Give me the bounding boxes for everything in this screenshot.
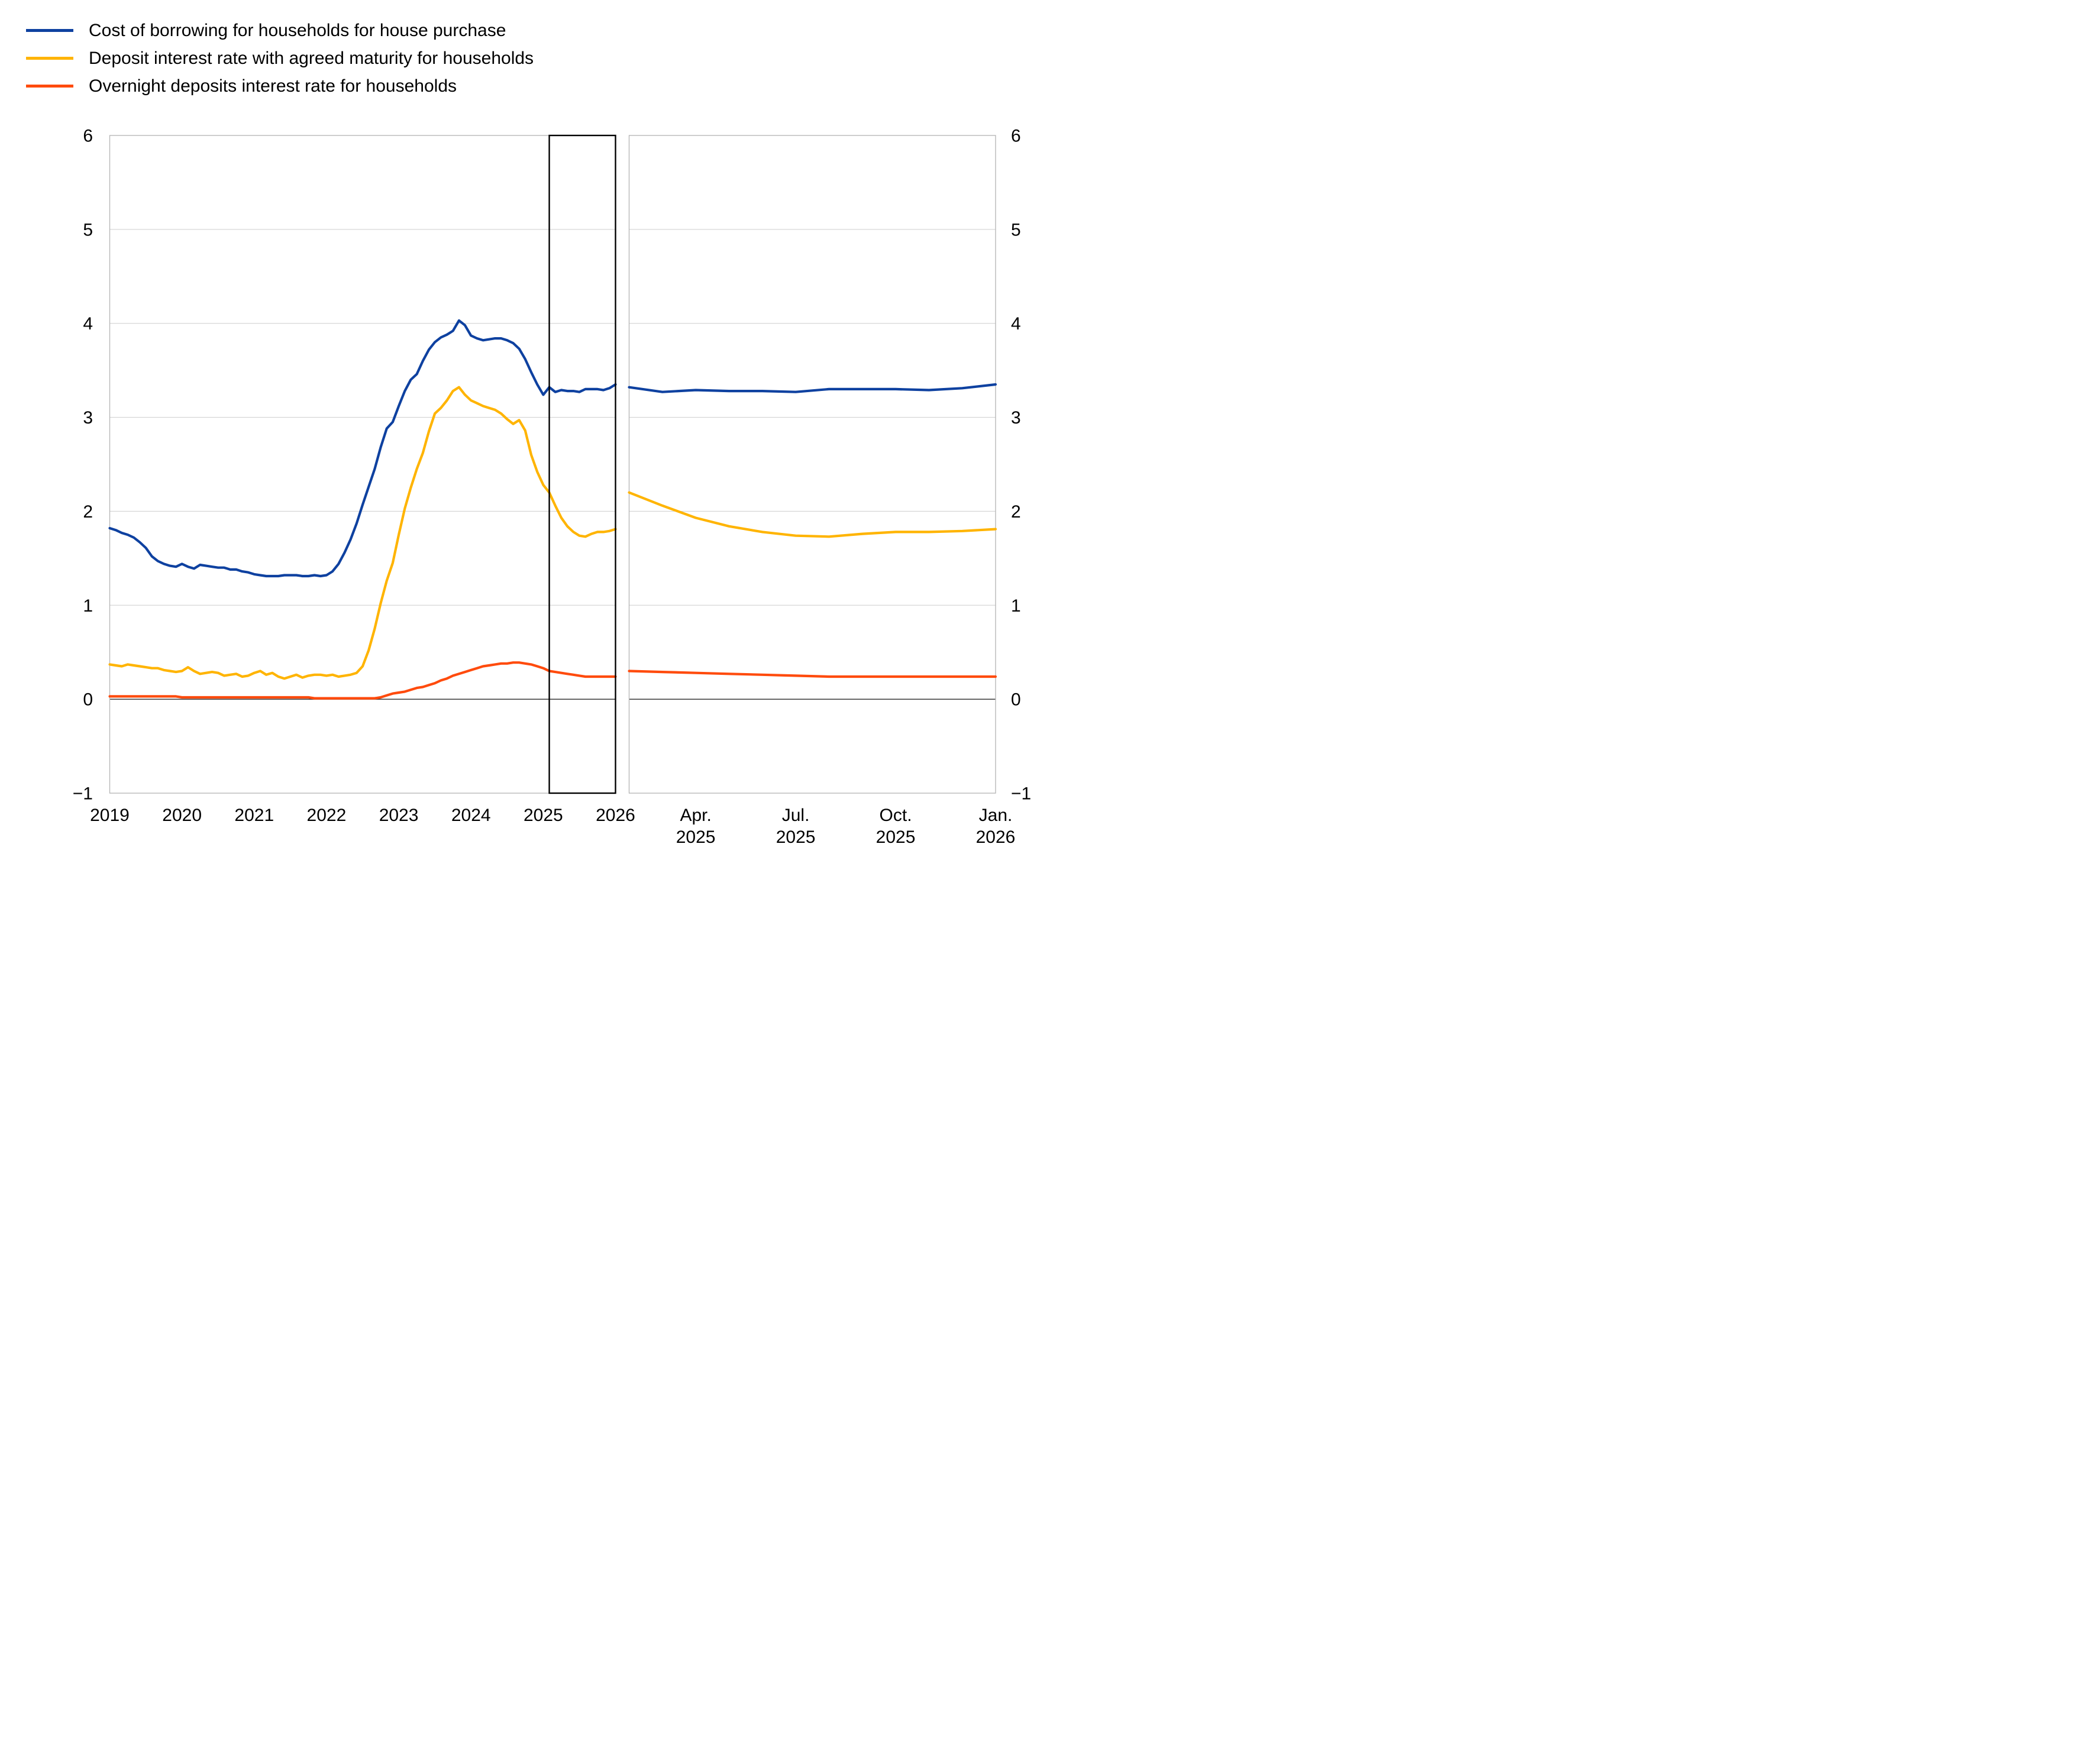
y-tick-label: 0 bbox=[1011, 690, 1021, 710]
y-tick-label: −1 bbox=[1011, 784, 1031, 804]
x-tick-label-month-year: 2026 bbox=[976, 827, 1016, 847]
legend-item-deposit-agreed-maturity[interactable]: Deposit interest rate with agreed maturi… bbox=[26, 44, 534, 72]
x-tick-label-month-year: 2025 bbox=[676, 827, 716, 847]
x-tick-label-year: 2026 bbox=[596, 806, 635, 825]
y-tick-label: 3 bbox=[1011, 408, 1021, 428]
panel-border bbox=[109, 135, 616, 794]
y-tick-label: 4 bbox=[1011, 314, 1021, 334]
legend-label: Overnight deposits interest rate for hou… bbox=[89, 76, 457, 96]
panel-border bbox=[628, 135, 996, 794]
highlight-box bbox=[548, 134, 616, 794]
x-tick-label-year: 2019 bbox=[90, 806, 130, 825]
x-tick-label-month: Jan. bbox=[979, 806, 1013, 825]
x-tick-label-year: 2025 bbox=[524, 806, 563, 825]
legend-label: Cost of borrowing for households for hou… bbox=[89, 20, 506, 40]
x-tick-label-month-year: 2025 bbox=[876, 827, 916, 847]
red-line-swatch-icon bbox=[26, 85, 73, 88]
legend-item-overnight-deposits[interactable]: Overnight deposits interest rate for hou… bbox=[26, 72, 534, 100]
legend: Cost of borrowing for households for hou… bbox=[26, 17, 534, 100]
blue-line-swatch-icon bbox=[26, 29, 73, 32]
y-tick-label: 2 bbox=[83, 502, 93, 522]
x-tick-label-year: 2023 bbox=[379, 806, 419, 825]
series-line-blue bbox=[108, 319, 617, 578]
y-tick-label: 5 bbox=[83, 220, 93, 240]
y-tick-label: 5 bbox=[1011, 220, 1021, 240]
series-line-blue bbox=[628, 383, 997, 393]
y-tick-label: −1 bbox=[73, 784, 93, 804]
x-tick-label-month: Oct. bbox=[880, 806, 912, 825]
x-tick-label-year: 2020 bbox=[162, 806, 202, 825]
yellow-line-swatch-icon bbox=[26, 57, 73, 60]
legend-item-cost-of-borrowing[interactable]: Cost of borrowing for households for hou… bbox=[26, 17, 534, 44]
y-tick-label: 3 bbox=[83, 408, 93, 428]
x-tick-label-month: Jul. bbox=[782, 806, 810, 825]
interest-rates-figure: Cost of borrowing for households for hou… bbox=[0, 0, 1050, 873]
x-tick-label-month: Apr. bbox=[680, 806, 711, 825]
x-tick-label-year: 2024 bbox=[451, 806, 491, 825]
series-line-red bbox=[108, 661, 617, 700]
series-line-yellow bbox=[628, 491, 997, 538]
x-tick-label-year: 2022 bbox=[307, 806, 347, 825]
y-tick-label: 4 bbox=[83, 314, 93, 334]
y-tick-label: 2 bbox=[1011, 502, 1021, 522]
series-line-red bbox=[628, 670, 997, 678]
x-tick-label-year: 2021 bbox=[234, 806, 274, 825]
legend-label: Deposit interest rate with agreed maturi… bbox=[89, 48, 534, 68]
series-line-yellow bbox=[108, 386, 617, 680]
y-tick-label: 6 bbox=[1011, 127, 1021, 146]
x-tick-label-month-year: 2025 bbox=[776, 827, 816, 847]
y-tick-label: 0 bbox=[83, 690, 93, 710]
y-tick-label: 1 bbox=[83, 596, 93, 616]
y-tick-label: 6 bbox=[83, 127, 93, 146]
y-tick-label: 1 bbox=[1011, 596, 1021, 616]
